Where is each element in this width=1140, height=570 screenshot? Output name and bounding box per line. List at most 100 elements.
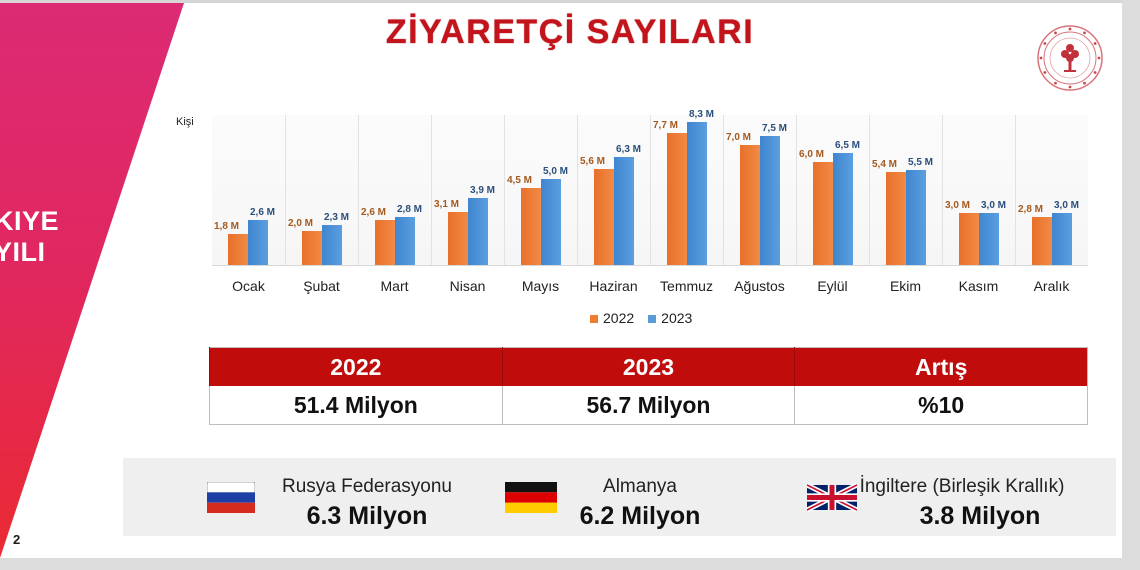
value-label-2023: 2,6 M [250,207,276,219]
legend-label-2022: 2022 [603,310,635,326]
bar-2022 [302,230,322,265]
value-label-2022: 2,6 M [361,207,387,219]
value-label-2022: 5,6 M [580,155,606,167]
value-label-2023: 3,0 M [981,200,1007,212]
summary-value-increase: %10 [794,386,1088,425]
summary-header-increase: Artış [794,347,1088,386]
x-tick-label: Şubat [303,278,340,294]
country-germany: Almanya 6.2 Milyon [505,458,735,536]
value-label-2022: 2,0 M [288,217,314,229]
x-tick-label: Ocak [232,278,265,294]
category-group: 2,6 M 2,8 M [358,115,432,265]
x-tick-label: Aralık [1033,278,1070,294]
summary-header-row: 2022 2023 Artış [209,347,1088,386]
bar-2023 [468,197,488,265]
legend-label-2023: 2023 [661,310,693,326]
bar-2022 [228,234,248,265]
bar-2023 [687,122,707,265]
x-tick-label: Eylül [817,278,848,294]
top-countries-panel: Rusya Federasyonu 6.3 Milyon Almanya 6.2… [123,458,1116,536]
country-value: 3.8 Milyon [919,502,1041,530]
country-name: Rusya Federasyonu [281,476,453,497]
category-group: 1,8 M 2,6 M [212,115,285,265]
category-group: 4,5 M 5,0 M [504,115,578,265]
bar-2023 [541,179,561,265]
bar-2023 [322,225,342,265]
x-tick-label: Kasım [958,278,999,294]
bar-2023 [833,153,853,265]
bar-2022 [594,168,614,265]
page-title: ZİYARETÇİ SAYILARI [385,13,755,51]
bar-2023 [760,136,780,265]
category-group: 2,0 M 2,3 M [285,115,359,265]
value-label-2023: 6,5 M [835,140,861,152]
x-tick-label: Mayıs [521,278,560,294]
bar-2023 [906,170,926,265]
x-tick-label: Nisan [449,278,486,294]
category-group: 5,4 M 5,5 M [869,115,943,265]
germany-flag-icon [505,482,557,513]
value-label-2022: 4,5 M [507,174,533,186]
category-group: 7,0 M 7,5 M [723,115,797,265]
page-number: 2 [13,532,21,547]
category-group: 2,8 M 3,0 M [1015,115,1089,265]
y-axis-label: Kişi [176,116,194,128]
slide: KIYE YILI 2 ZİYARETÇİ SAYILARI Kişi 1,8 … [0,0,1122,558]
frame-right [1122,0,1140,570]
value-label-2023: 8,3 M [689,109,715,121]
summary-table: 2022 2023 Artış 51.4 Milyon 56.7 Milyon … [209,347,1088,425]
value-label-2023: 7,5 M [762,123,788,134]
value-label-2022: 2,8 M [1018,203,1044,215]
frame-bottom [0,558,1140,570]
ministry-emblem-icon [1037,25,1103,91]
visitors-bar-chart: Kişi 1,8 M 2,6 M 2,0 M 2,3 M 2,6 M 2,8 M 3,1 M… [170,109,1110,340]
russia-flag-icon [207,482,255,513]
bar-2023 [979,213,999,265]
x-tick-label: Ağustos [734,278,785,294]
bar-2022 [521,187,541,265]
value-label-2022: 5,4 M [872,159,898,171]
summary-value-2023: 56.7 Milyon [501,386,795,425]
value-label-2022: 3,1 M [434,198,460,210]
summary-value-row: 51.4 Milyon 56.7 Milyon %10 [209,386,1088,425]
value-label-2023: 6,3 M [616,143,642,155]
country-value: 6.3 Milyon [306,502,428,530]
bar-2022 [959,213,979,265]
bar-2022 [667,132,687,265]
summary-header-2023: 2023 [501,347,795,386]
value-label-2023: 5,0 M [543,166,569,177]
band-text-line1: KIYE [0,206,60,236]
value-label-2023: 3,0 M [1054,200,1080,212]
value-label-2023: 2,8 M [397,203,423,215]
x-tick-label: Mart [380,278,409,294]
country-uk: İngiltere (Birleşik Krallık) 3.8 Milyon [807,458,1107,536]
bar-2023 [395,216,415,265]
bar-2023 [248,220,268,265]
category-group: 7,7 M 8,3 M [650,109,724,265]
legend-swatch-2022 [590,315,598,324]
country-value: 6.2 Milyon [579,502,701,530]
uk-flag-icon [807,482,857,513]
bar-2022 [1032,216,1052,265]
plot-area: 1,8 M 2,6 M 2,0 M 2,3 M 2,6 M 2,8 M 3,1 M 3,9 M… [212,109,1089,266]
legend-swatch-2023 [648,315,657,324]
legend-item-2022: 2022 [590,310,634,326]
x-tick-label: Temmuz [660,278,713,294]
bar-2022 [375,220,395,265]
value-label-2022: 7,0 M [726,131,752,143]
bar-2022 [813,161,833,265]
category-group: 6,0 M 6,5 M [796,115,870,265]
value-label-2022: 3,0 M [945,200,971,212]
band-text: KIYE YILI [0,206,59,268]
value-label-2023: 5,5 M [908,157,934,169]
x-tick-label: Ekim [889,278,922,294]
country-name: Almanya [603,476,677,497]
bar-2023 [614,156,634,265]
chart-legend: 2022 2023 [590,310,692,326]
value-label-2022: 7,7 M [653,119,679,131]
bar-2022 [886,172,906,265]
bar-2022 [448,211,468,265]
value-label-2023: 3,9 M [470,184,496,196]
bar-2023 [1052,213,1072,265]
band-text-line2: YILI [0,237,46,267]
